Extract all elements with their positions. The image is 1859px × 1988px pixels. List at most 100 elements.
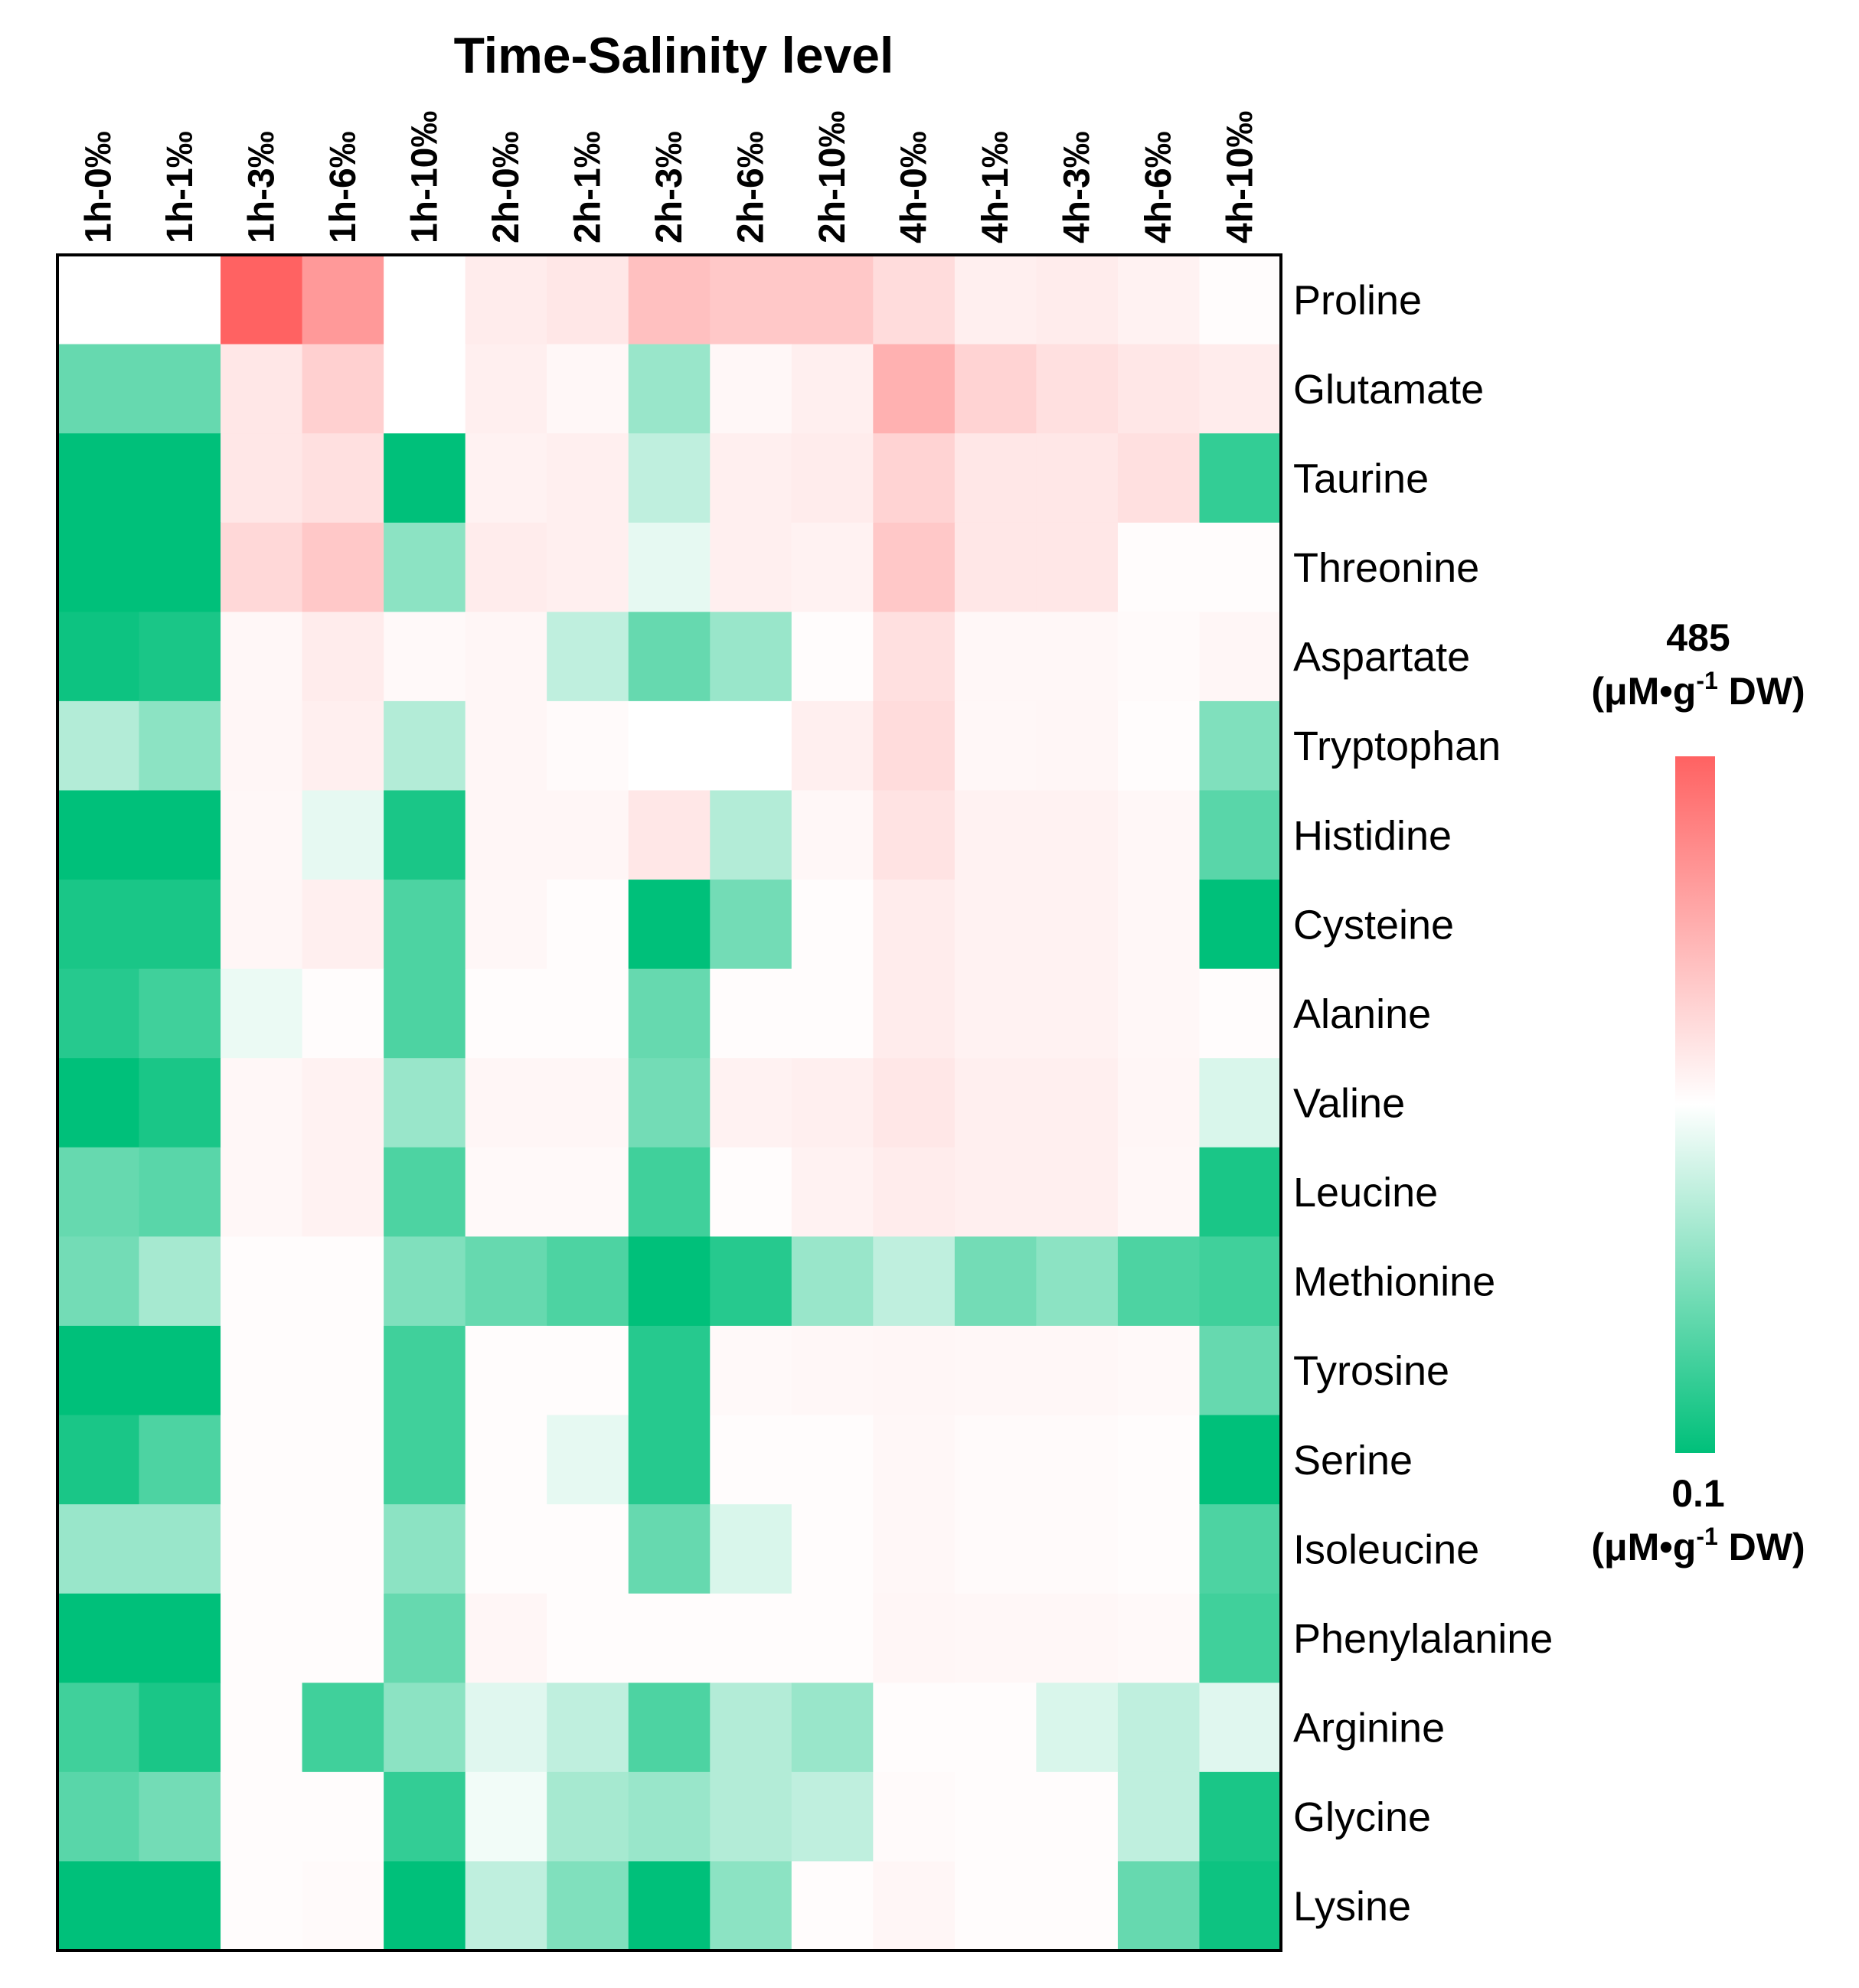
heatmap-cell-glycine-6 — [547, 1771, 629, 1862]
heatmap-cell-aspartate-1 — [139, 612, 221, 702]
heatmap-cell-taurine-14 — [1199, 433, 1282, 524]
legend-min-value: 0.1 — [1671, 1472, 1725, 1515]
heatmap-cell-isoleucine-7 — [628, 1504, 711, 1595]
heatmap-cell-aspartate-2 — [221, 612, 303, 702]
heatmap-cell-proline-0 — [57, 255, 140, 345]
heatmap-cell-lysine-14 — [1199, 1861, 1282, 1951]
heatmap-cell-isoleucine-9 — [791, 1504, 874, 1595]
heatmap-cell-serine-12 — [1036, 1415, 1119, 1505]
heatmap-cell-phenylalanine-14 — [1199, 1593, 1282, 1683]
heatmap-cell-methionine-8 — [710, 1236, 792, 1327]
heatmap-cell-methionine-11 — [954, 1236, 1037, 1327]
heatmap-cell-isoleucine-3 — [302, 1504, 384, 1595]
heatmap-cell-glutamate-12 — [1036, 344, 1119, 434]
heatmap-cell-glycine-0 — [57, 1771, 140, 1862]
heatmap-cell-glycine-9 — [791, 1771, 874, 1862]
heatmap-cell-taurine-2 — [221, 433, 303, 524]
heatmap-cell-arginine-2 — [221, 1683, 303, 1773]
heatmap-cell-tryptophan-14 — [1199, 700, 1282, 792]
heatmap-cell-leucine-14 — [1199, 1147, 1282, 1237]
column-label: 1h-6‰ — [323, 131, 364, 243]
heatmap-cell-histidine-3 — [302, 790, 384, 880]
heatmap-cell-glycine-11 — [954, 1771, 1037, 1862]
heatmap-cell-taurine-0 — [57, 433, 140, 524]
heatmap-cell-threonine-9 — [791, 522, 874, 612]
heatmap-cell-serine-1 — [139, 1415, 221, 1505]
heatmap-cell-threonine-11 — [954, 522, 1037, 612]
heatmap-cell-glutamate-1 — [139, 344, 221, 434]
heatmap-cell-isoleucine-1 — [139, 1504, 221, 1595]
heatmap-cell-cysteine-12 — [1036, 880, 1119, 970]
heatmap-cell-phenylalanine-5 — [465, 1593, 547, 1683]
heatmap-cell-aspartate-12 — [1036, 612, 1119, 702]
legend-color-bar — [1675, 756, 1715, 1453]
heatmap-cell-threonine-14 — [1199, 522, 1282, 612]
heatmap-cell-methionine-1 — [139, 1236, 221, 1327]
heatmap-cell-isoleucine-11 — [954, 1504, 1037, 1595]
heatmap-cell-leucine-3 — [302, 1147, 384, 1237]
row-label-serine: Serine — [1293, 1438, 1413, 1484]
heatmap-cell-taurine-11 — [954, 433, 1037, 524]
heatmap-cell-methionine-2 — [221, 1236, 303, 1327]
heatmap-cell-histidine-4 — [384, 790, 466, 880]
column-label: 4h-3‰ — [1057, 131, 1098, 243]
column-labels: 1h-0‰ 1h-1‰ 1h-3‰ 1h-6‰ 1h-10‰ 2h-0‰ 2h-1‰ 2h-3… — [78, 111, 1260, 243]
heatmap-cell-phenylalanine-11 — [954, 1593, 1037, 1683]
row-label-lysine: Lysine — [1293, 1884, 1411, 1930]
heatmap-cell-valine-7 — [628, 1058, 711, 1148]
heatmap-cell-phenylalanine-7 — [628, 1593, 711, 1683]
heatmap-cell-threonine-4 — [384, 522, 466, 612]
heatmap-cell-serine-7 — [628, 1415, 711, 1505]
heatmap-cell-taurine-1 — [139, 433, 221, 524]
heatmap-cell-arginine-0 — [57, 1683, 140, 1773]
heatmap-cell-phenylalanine-10 — [873, 1593, 956, 1683]
heatmap-cell-alanine-0 — [57, 968, 140, 1059]
heatmap-cell-phenylalanine-1 — [139, 1593, 221, 1683]
row-label-cysteine: Cysteine — [1293, 902, 1454, 948]
heatmap-cell-phenylalanine-6 — [547, 1593, 629, 1683]
heatmap-cell-leucine-11 — [954, 1147, 1037, 1237]
heatmap-cell-glycine-12 — [1036, 1771, 1119, 1862]
heatmap-cell-tyrosine-0 — [57, 1325, 140, 1416]
heatmap-cell-histidine-2 — [221, 790, 303, 880]
heatmap-cell-glycine-4 — [384, 1771, 466, 1862]
heatmap-cell-methionine-12 — [1036, 1236, 1119, 1327]
heatmap-cell-tyrosine-6 — [547, 1325, 629, 1416]
heatmap-cell-valine-13 — [1117, 1058, 1201, 1148]
heatmap-cell-lysine-6 — [547, 1861, 629, 1951]
heatmap-cell-arginine-8 — [710, 1683, 792, 1773]
heatmap-cell-proline-11 — [954, 255, 1037, 345]
heatmap-cell-proline-14 — [1199, 255, 1282, 345]
heatmap-cell-tryptophan-11 — [954, 700, 1037, 792]
heatmap-cell-tyrosine-10 — [873, 1325, 956, 1416]
heatmap-cell-taurine-8 — [710, 433, 792, 524]
heatmap-cell-serine-8 — [710, 1415, 792, 1505]
heatmap-cell-tyrosine-4 — [384, 1325, 466, 1416]
column-label: 2h-0‰ — [486, 131, 527, 243]
heatmap-cell-arginine-11 — [954, 1683, 1037, 1773]
heatmap-cell-proline-13 — [1117, 255, 1201, 345]
heatmap-cell-glycine-5 — [465, 1771, 547, 1862]
heatmap-cell-valine-4 — [384, 1058, 466, 1148]
heatmap-cell-isoleucine-0 — [57, 1504, 140, 1595]
heatmap-cell-leucine-5 — [465, 1147, 547, 1237]
heatmap-cell-histidine-9 — [791, 790, 874, 880]
heatmap-cell-leucine-0 — [57, 1147, 140, 1237]
row-label-isoleucine: Isoleucine — [1293, 1526, 1479, 1572]
heatmap-cell-cysteine-6 — [547, 880, 629, 970]
column-label: 4h-6‰ — [1139, 131, 1179, 243]
heatmap-cell-alanine-14 — [1199, 968, 1282, 1059]
heatmap-cell-histidine-13 — [1117, 790, 1201, 880]
column-label: 4h-10‰ — [1220, 111, 1261, 243]
row-label-leucine: Leucine — [1293, 1170, 1438, 1216]
heatmap-cell-isoleucine-4 — [384, 1504, 466, 1595]
heatmap-cell-serine-13 — [1117, 1415, 1201, 1505]
heatmap-cell-taurine-7 — [628, 433, 711, 524]
heatmap-cell-lysine-11 — [954, 1861, 1037, 1951]
heatmap-cell-aspartate-6 — [547, 612, 629, 702]
heatmap-cell-proline-9 — [791, 255, 874, 345]
heatmap-cell-alanine-11 — [954, 968, 1037, 1059]
heatmap-cell-arginine-4 — [384, 1683, 466, 1773]
heatmap-cell-leucine-8 — [710, 1147, 792, 1237]
heatmap-cell-leucine-1 — [139, 1147, 221, 1237]
